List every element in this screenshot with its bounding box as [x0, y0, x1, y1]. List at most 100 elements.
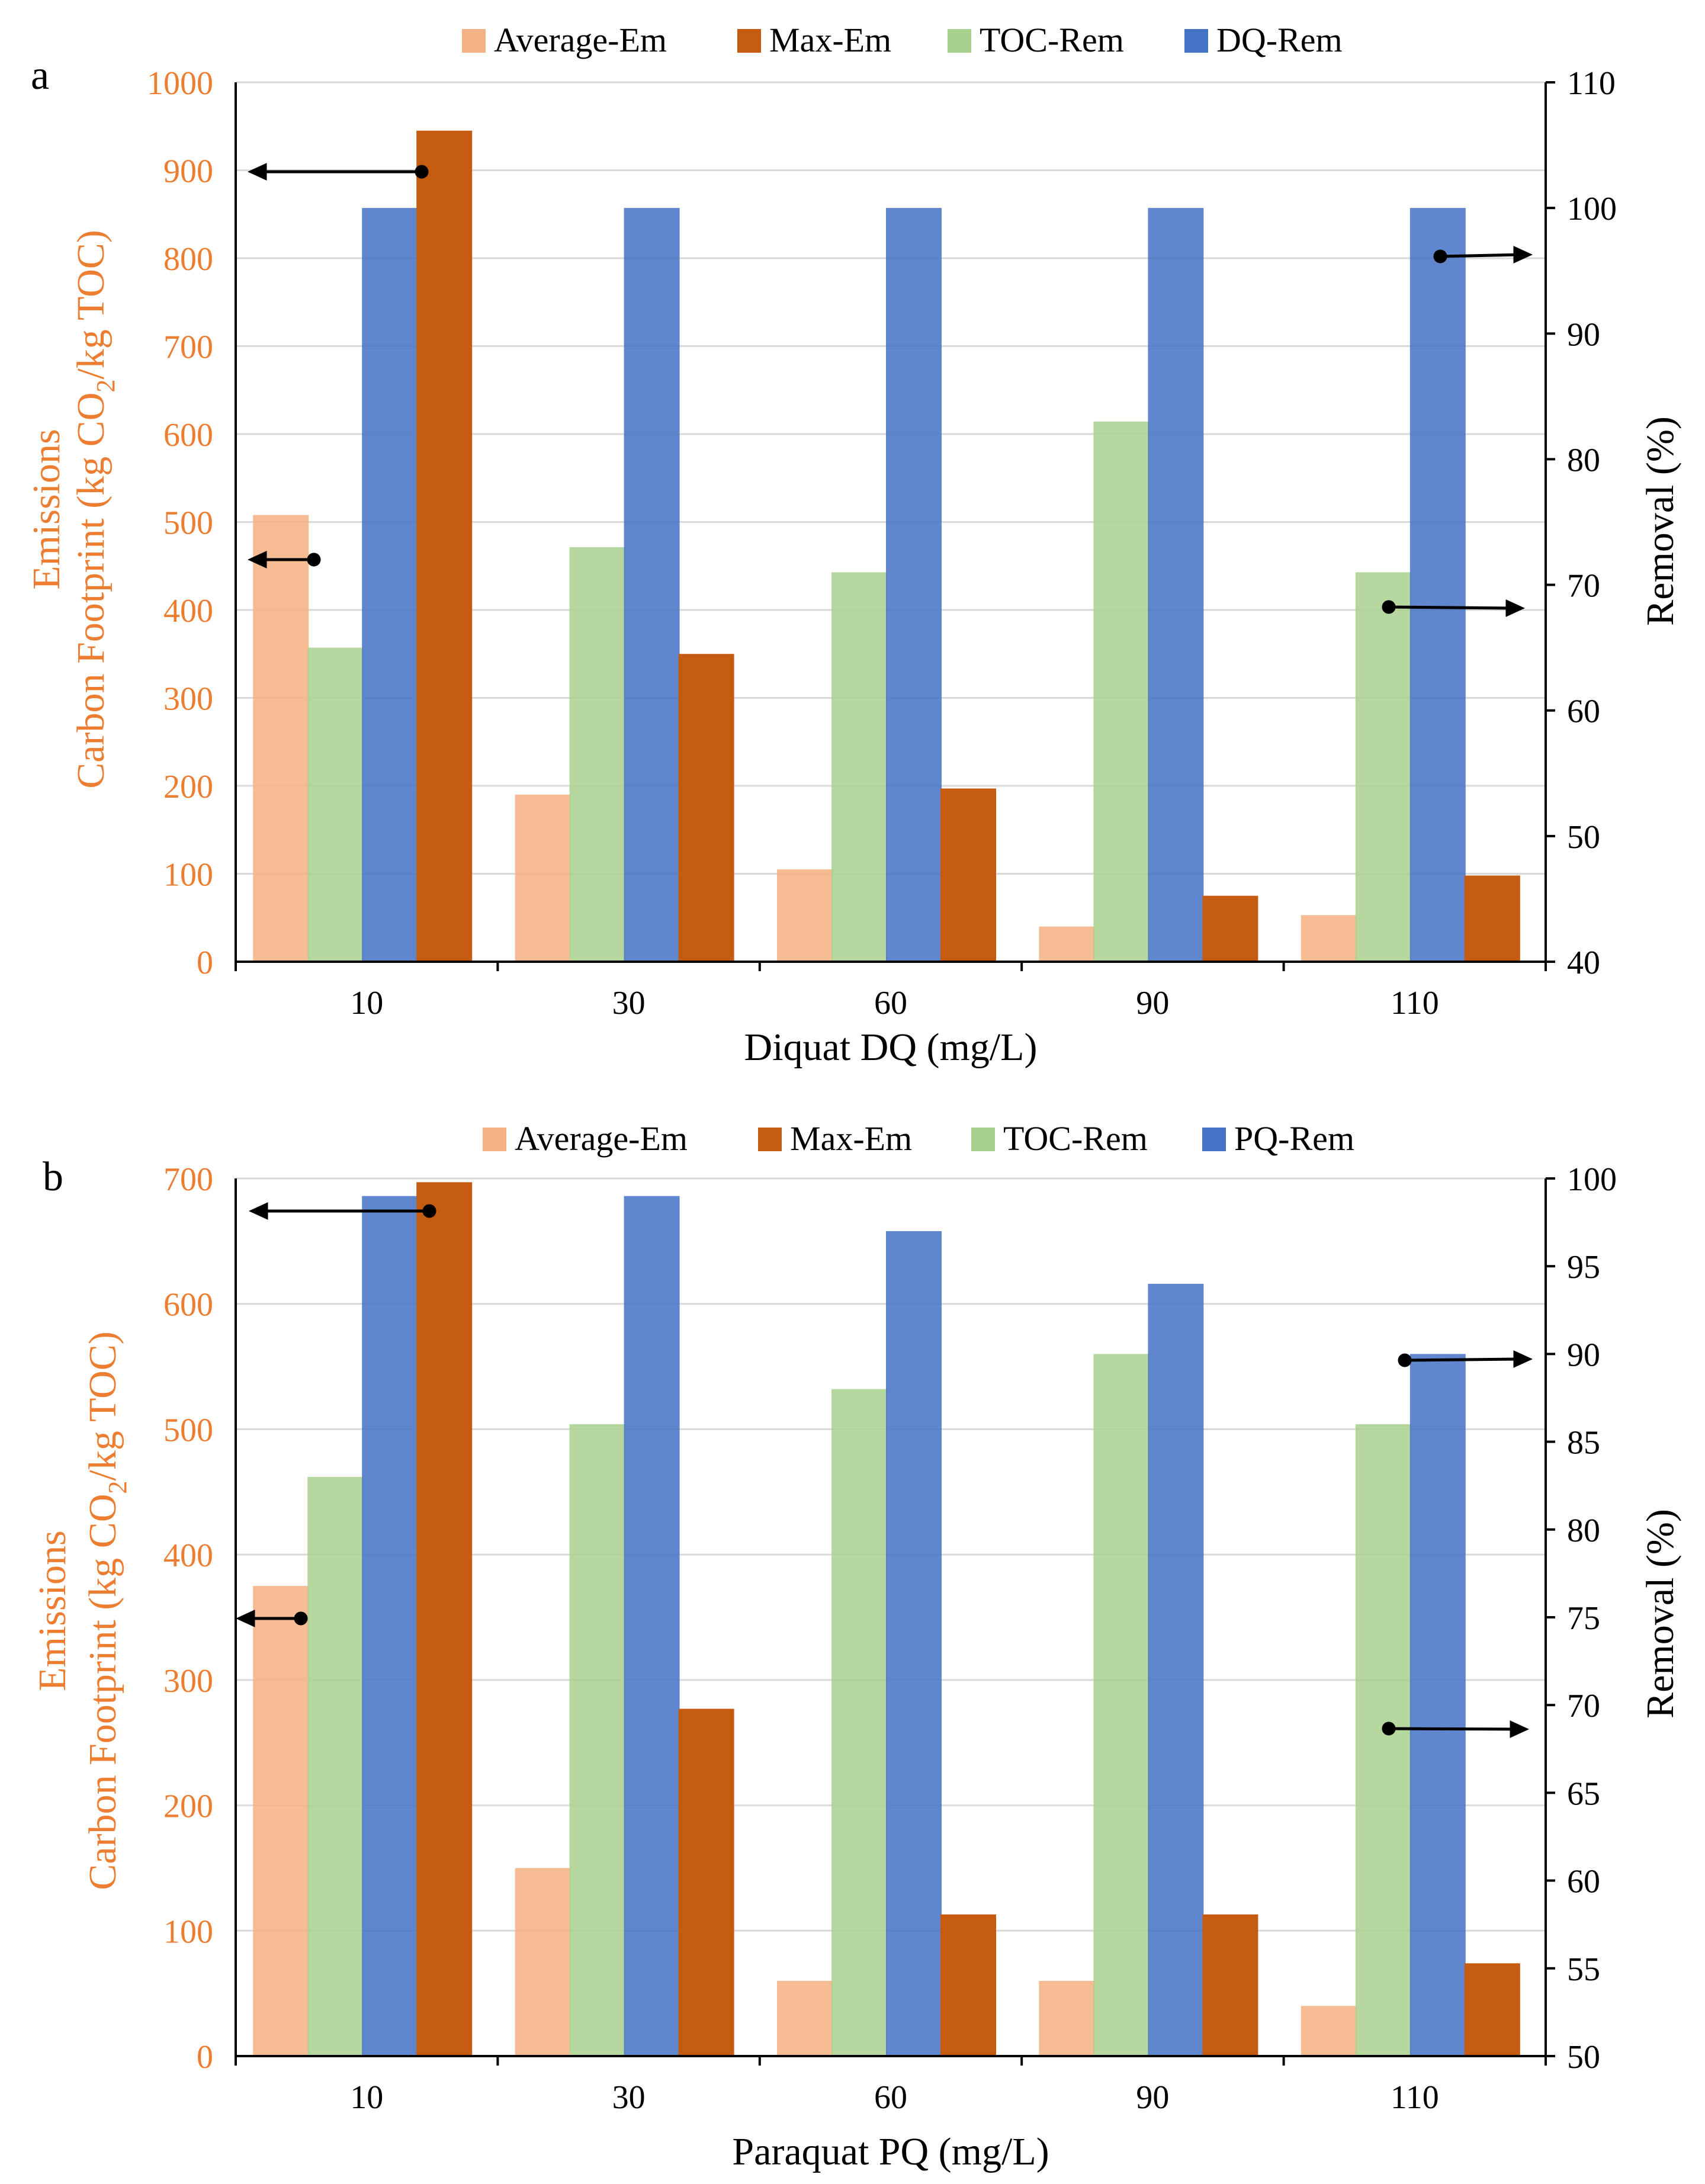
panel-a-y-axis-title-line1: Emissions	[25, 429, 68, 589]
panel-a-annotation-arrows	[247, 163, 1533, 617]
panel-b-label: b	[43, 1154, 63, 1200]
panel-b-left-tick-label: 100	[163, 1913, 213, 1950]
panel-a-x-tick-label: 60	[874, 985, 907, 1022]
panel-b-x-tick-label: 110	[1391, 2079, 1439, 2116]
panel-a-bar-average-em-30	[515, 794, 571, 962]
panel-b-right-tick-label: 75	[1567, 1600, 1600, 1637]
panel-a-bar-max-em-110	[1464, 875, 1520, 962]
panel-b-bar-max-em-110	[1464, 1963, 1520, 2056]
panel-a-legend-label-dq-rem: DQ-Rem	[1216, 21, 1343, 59]
panel-b-bar-pq-rem-60	[886, 1231, 942, 2056]
panel-a-bar-dq-rem-60	[886, 208, 942, 962]
panel-a-left-tick-label: 100	[163, 857, 213, 894]
panel-a-left-tick-label: 700	[163, 329, 213, 366]
panel-a-right-tick-label: 80	[1567, 442, 1600, 478]
panel-a-bar-toc-rem-110	[1355, 572, 1411, 962]
panel-a-bar-max-em-90	[1202, 895, 1258, 962]
panel-a-right-tick-label: 60	[1567, 693, 1600, 730]
panel-a-x-tick-label: 30	[612, 985, 646, 1022]
panel-a-bar-average-em-110	[1301, 915, 1357, 962]
panel-a-legend-label-toc-rem: TOC-Rem	[980, 21, 1124, 59]
panel-b-left-tick-label: 500	[163, 1412, 213, 1448]
panel-b-right-tick-label: 90	[1567, 1337, 1600, 1373]
panel-a-bar-toc-rem-10	[307, 647, 364, 962]
panel-a-bar-max-em-60	[940, 788, 996, 962]
panel-a-bar-average-em-60	[777, 869, 833, 962]
panel-b-legend-label-max-em: Max-Em	[790, 1119, 912, 1158]
panel-a-left-tick-label: 300	[163, 681, 213, 718]
panel-a-axes	[235, 82, 1547, 963]
panel-b-legend-label-toc-rem: TOC-Rem	[1003, 1119, 1148, 1158]
panel-b-x-axis-title: Paraquat PQ (mg/L)	[732, 2130, 1049, 2173]
panel-a-bar-average-em-10	[253, 515, 309, 962]
panel-b-right-tick-label: 70	[1567, 1688, 1600, 1724]
panel-a-bar-max-em-30	[678, 654, 734, 962]
panel-b-legend-swatch-average-em	[483, 1128, 506, 1151]
panel-b-left-tick-label: 0	[197, 2039, 213, 2076]
panel-b-bar-toc-rem-30	[569, 1424, 625, 2056]
panel-b-right-tick-label: 85	[1567, 1425, 1600, 1462]
panel-b-right-tick-label: 80	[1567, 1512, 1600, 1549]
panel-b-y-axis-title-line2: Carbon Footprint (kg CO2/kg TOC)	[81, 1331, 132, 1890]
panel-b-left-tick-label: 400	[163, 1537, 213, 1574]
panel-b-x-tick-label: 10	[350, 2079, 383, 2116]
panel-b-bar-pq-rem-30	[624, 1196, 680, 2056]
panel-b-bar-average-em-30	[515, 1868, 571, 2056]
panel-b-bar-toc-rem-60	[831, 1389, 887, 2056]
panel-b-y2-axis-title: Removal (%)	[1639, 1509, 1682, 1719]
panel-a-bar-toc-rem-90	[1093, 421, 1149, 962]
panel-b-left-tick-label: 600	[163, 1287, 213, 1324]
panel-b-bar-average-em-60	[777, 1980, 833, 2056]
panel-b-left-tick-label: 300	[163, 1663, 213, 1700]
panel-a-x-tick-label: 110	[1391, 985, 1439, 1022]
panel-a-bar-toc-rem-30	[569, 547, 625, 962]
panel-b-ticks: 0 100 200 300 400 500 600 700 50 55 60 65 70 75 80 85 90…	[163, 1161, 1617, 2116]
panel-a-bar-max-em-10	[416, 130, 473, 962]
panel-b-bar-max-em-60	[940, 1914, 996, 2056]
panel-a-bar-dq-rem-10	[362, 208, 418, 962]
panel-a-left-tick-label: 900	[163, 153, 213, 190]
panel-a-left-tick-label: 600	[163, 417, 213, 454]
panel-a-label: a	[31, 53, 49, 98]
panel-b-y-axis-title-line1: Emissions	[31, 1530, 74, 1691]
panel-a-bar-dq-rem-90	[1148, 208, 1204, 962]
panel-a-right-tick-label: 100	[1567, 191, 1617, 227]
panel-a-right-tick-label: 50	[1567, 819, 1600, 856]
panel-a-x-tick-label: 90	[1136, 985, 1169, 1022]
panel-b-right-tick-label: 100	[1567, 1161, 1617, 1198]
panel-b-x-tick-label: 60	[874, 2079, 907, 2116]
panel-b-bar-average-em-10	[253, 1586, 309, 2056]
panel-b-x-tick-label: 90	[1136, 2079, 1169, 2116]
panel-b-legend-label-pq-rem: PQ-Rem	[1234, 1119, 1354, 1158]
panel-a-legend: Average-Em Max-Em TOC-Rem DQ-Rem	[462, 21, 1343, 59]
panel-a-x-axis-title: Diquat DQ (mg/L)	[744, 1026, 1038, 1069]
panel-a-right-tick-label: 70	[1567, 568, 1600, 605]
panel-a-right-tick-label: 90	[1567, 316, 1600, 353]
panel-b-bar-pq-rem-90	[1148, 1283, 1204, 2056]
panel-b-right-tick-label: 65	[1567, 1775, 1600, 1812]
panel-b-bars	[253, 1182, 1520, 2056]
panel-b-bar-max-em-30	[678, 1708, 734, 2056]
panel-a-ticks: 0 100 200 300 400 500 600 700 800 900 1000 40 50 60 70…	[147, 65, 1617, 1022]
panel-a-left-tick-label: 500	[163, 505, 213, 542]
panel-b-left-tick-label: 700	[163, 1161, 213, 1198]
panel-a: 0 100 200 300 400 500 600 700 800 900 1000 40 50 60 70…	[25, 21, 1682, 1069]
panel-a-legend-swatch-average-em	[462, 29, 486, 53]
panel-a-right-tick-label: 110	[1567, 65, 1616, 102]
panel-a-left-tick-label: 0	[197, 945, 213, 981]
panel-a-bar-average-em-90	[1039, 926, 1095, 962]
panel-a-bar-dq-rem-30	[624, 208, 680, 962]
panel-b-x-tick-label: 30	[612, 2079, 646, 2116]
panel-a-legend-swatch-max-em	[737, 29, 761, 53]
panel-a-left-tick-label: 1000	[147, 65, 213, 102]
panel-b-right-tick-label: 60	[1567, 1864, 1600, 1900]
panel-b-legend-swatch-toc-rem	[971, 1128, 995, 1151]
panel-b-legend-label-average-em: Average-Em	[515, 1119, 688, 1158]
panel-b-left-tick-label: 200	[163, 1788, 213, 1825]
panel-a-bar-toc-rem-60	[831, 572, 887, 962]
panel-b-bar-max-em-90	[1202, 1914, 1258, 2056]
panel-b: 0 100 200 300 400 500 600 700 50 55 60 65 70 75 80 85 90…	[31, 1119, 1682, 2173]
panel-a-legend-swatch-toc-rem	[948, 29, 971, 53]
panel-a-legend-swatch-dq-rem	[1184, 29, 1208, 53]
